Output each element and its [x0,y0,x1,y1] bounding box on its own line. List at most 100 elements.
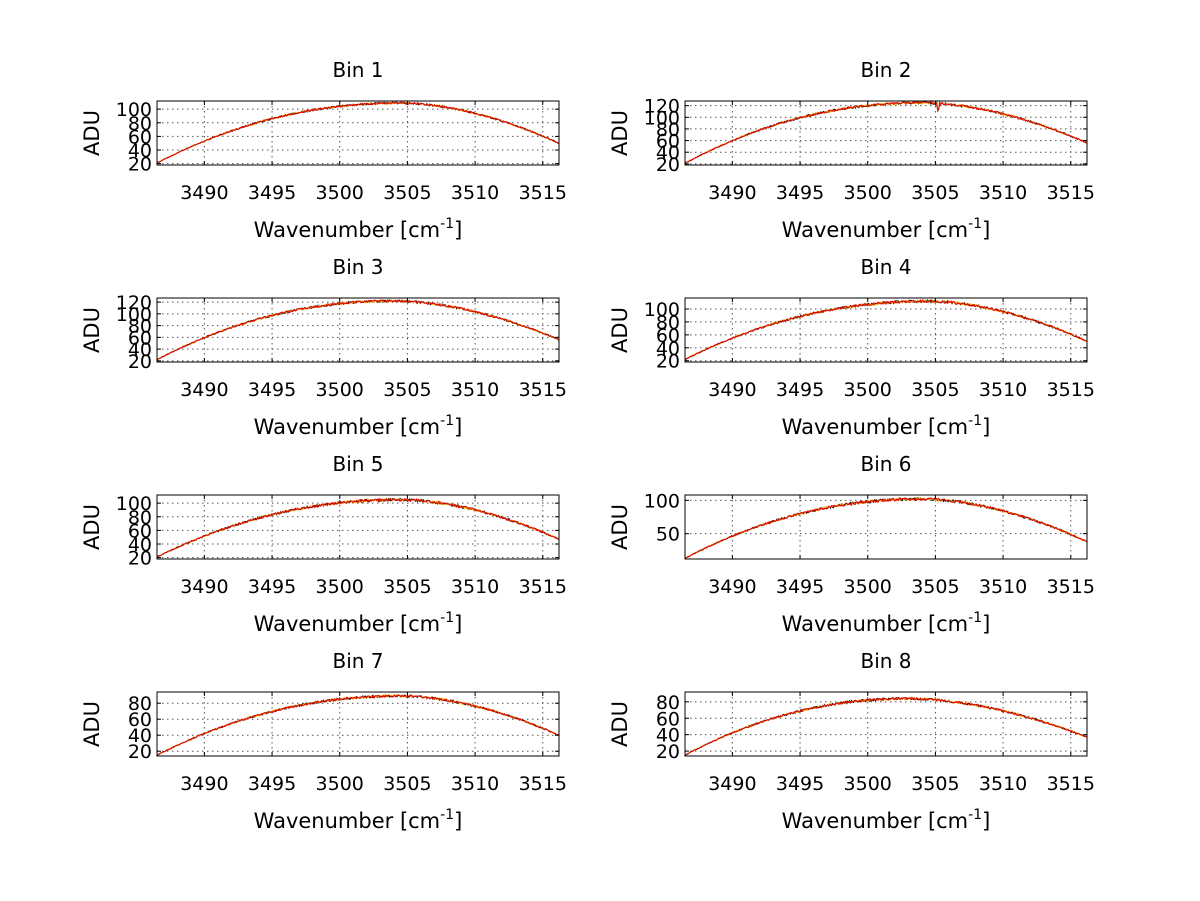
x-axis-label-text: Wavenumber [cm [254,809,440,833]
spectrum-line [156,497,560,558]
x-tick-label: 3515 [519,182,567,204]
y-axis-label: ADU [608,701,632,747]
spectrum-line [684,496,1088,559]
subplot-title: Bin 4 [860,255,911,279]
x-tick-label: 3495 [776,379,824,401]
x-tick-label: 3495 [248,182,296,204]
x-tick-label: 3515 [519,576,567,598]
subplot-bin-3: Bin 3 3490 3495 3500 3505 3510 3515 20406080100… [80,255,567,439]
axes-box [684,691,1088,757]
spectrum-line [156,299,560,361]
spectrum-line [684,101,1088,164]
subplot-title: Bin 6 [860,452,911,476]
x-tick-label: 3500 [844,182,892,204]
axes-box [684,297,1088,363]
subplot-title: Bin 8 [860,649,911,673]
y-tick-label: 20 [128,154,152,176]
spectrum-line [684,696,1088,756]
x-tick-label: 3505 [911,773,959,795]
x-tick-label: 3495 [776,773,824,795]
subplot-bin-4: Bin 4 3490 3495 3500 3505 3510 3515 20406080100… [608,255,1095,439]
axes-box [156,494,560,560]
y-tick-label: 40 [128,534,152,556]
x-tick-label: 3505 [383,576,431,598]
y-tick-label: 40 [656,725,680,747]
x-tick-label: 3515 [1047,182,1095,204]
x-tick-label: 3505 [383,379,431,401]
x-tick-label: 3500 [844,773,892,795]
x-axis-label-end: ] [982,612,990,636]
x-tick-label: 3505 [911,379,959,401]
y-tick-label: 100 [644,299,680,321]
x-axis-label-text: Wavenumber [cm [782,415,968,439]
axes-box [156,100,560,166]
x-tick-label: 3500 [844,576,892,598]
x-axis-label-text: Wavenumber [cm [254,415,440,439]
x-tick-label: 3490 [708,576,756,598]
x-axis-label-text: Wavenumber [cm [782,218,968,242]
subplot-title: Bin 3 [332,255,383,279]
x-tick-label: 3510 [451,182,499,204]
spectrum-line [684,299,1088,360]
x-axis-label: Wavenumber [cm-1] [782,807,991,833]
spectrum-line [156,299,560,361]
subplot-title: Bin 5 [332,452,383,476]
y-tick-label: 20 [656,351,680,373]
y-tick-label: 100 [116,304,152,326]
y-tick-label: 60 [128,709,152,731]
y-axis-label: ADU [80,504,104,550]
x-axis-label-end: ] [454,809,462,833]
subplot-bin-6: Bin 6 3490 3495 3500 3505 3510 3515 50 100 Wavenu… [608,452,1095,636]
x-tick-label: 3515 [1047,576,1095,598]
y-axis-label: ADU [80,307,104,353]
x-tick-label: 3510 [979,182,1027,204]
x-tick-label: 3490 [180,773,228,795]
spectrum-line [684,101,1088,164]
y-tick-label: 80 [656,119,680,141]
y-tick-label: 100 [116,493,152,515]
x-tick-label: 3510 [451,379,499,401]
y-tick-label: 100 [116,99,152,121]
x-axis-label-end: ] [982,218,990,242]
x-tick-label: 3490 [708,379,756,401]
subplot-title: Bin 7 [332,649,383,673]
spectrum-line [156,694,560,756]
y-tick-label: 20 [656,741,680,763]
x-axis-label-sup: -1 [440,610,454,626]
spectrum-line [156,497,560,558]
y-tick-label: 40 [128,140,152,162]
spectrum-line [156,694,560,756]
x-tick-label: 3505 [911,182,959,204]
x-tick-label: 3515 [1047,773,1095,795]
y-axis-label: ADU [80,701,104,747]
y-tick-label: 80 [128,507,152,529]
x-tick-label: 3510 [979,379,1027,401]
x-axis-label: Wavenumber [cm-1] [782,216,991,242]
y-tick-label: 20 [656,154,680,176]
x-tick-label: 3490 [708,773,756,795]
y-tick-label: 60 [128,126,152,148]
y-tick-label: 120 [644,96,680,118]
x-axis-label-sup: -1 [968,413,982,429]
subplot-bin-2: Bin 2 3490 3495 3500 3505 3510 3515 20406080100… [608,58,1095,242]
y-tick-label: 60 [656,325,680,347]
spectrum-line [157,694,560,756]
y-tick-label: 80 [656,692,680,714]
x-tick-label: 3515 [519,379,567,401]
x-axis-label-sup: -1 [440,413,454,429]
spectrum-line [684,696,1088,756]
x-tick-label: 3495 [776,576,824,598]
y-axis-label: ADU [80,110,104,156]
spectrum-line [684,696,1088,756]
x-tick-label: 3495 [248,379,296,401]
x-axis-label-text: Wavenumber [cm [782,612,968,636]
x-axis-label: Wavenumber [cm-1] [254,807,463,833]
x-axis-label: Wavenumber [cm-1] [782,610,991,636]
axes-box [156,691,560,757]
spectrum-line [156,101,560,164]
spectrum-line [156,497,560,558]
x-axis-label-text: Wavenumber [cm [782,809,968,833]
subplot-bin-1: Bin 1 3490 3495 3500 3505 3510 3515 20406080100… [80,58,567,242]
